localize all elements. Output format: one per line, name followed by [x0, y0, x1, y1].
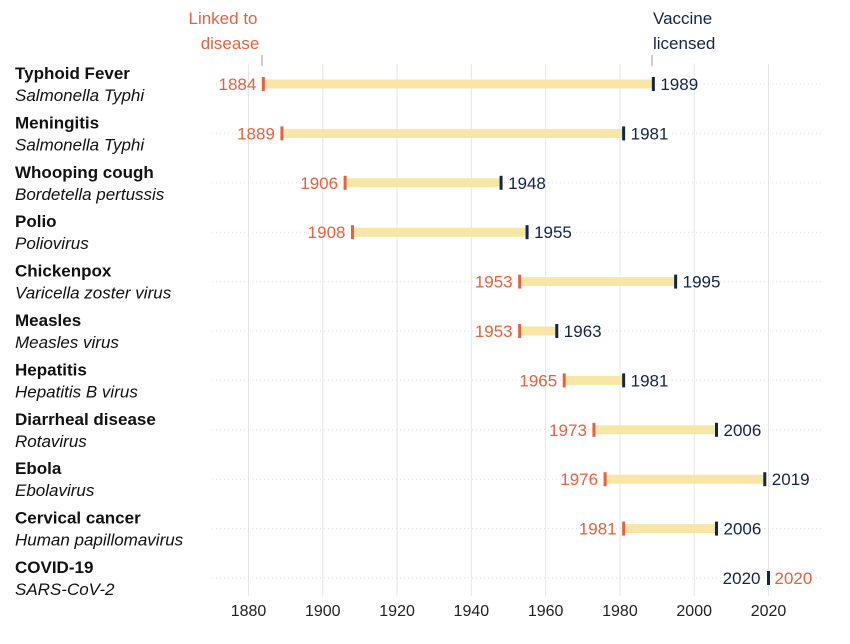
row-diarrheal-disease: Diarrheal disease Rotavirus 1973 2006	[15, 410, 822, 451]
linked-year-label: 1976	[560, 470, 598, 489]
vaccine-year-label: 2006	[724, 520, 762, 539]
x-axis: 1880 1900 1920 1940 1960 1980 2000 2020	[231, 603, 787, 620]
x-tick-label: 1900	[305, 603, 341, 620]
linked-year-label: 1953	[475, 322, 513, 341]
row-ebola: Ebola Ebolavirus 1976 2019	[15, 459, 822, 500]
vaccine-year-label: 1995	[683, 273, 721, 292]
pathogen-label: Measles virus	[15, 333, 119, 352]
linked-year-label: 1973	[549, 421, 587, 440]
row-chickenpox: Chickenpox Varicella zoster virus 1953 1995	[15, 262, 822, 303]
x-tick-label: 2020	[751, 603, 787, 620]
linked-header-line2: disease	[201, 34, 260, 53]
pathogen-label: Salmonella Typhi	[15, 135, 145, 154]
column-headers: Linked to disease Vaccine licensed	[189, 9, 715, 66]
pathogen-label: Hepatitis B virus	[15, 382, 138, 401]
pathogen-label: Human papillomavirus	[15, 531, 184, 550]
disease-label: Chickenpox	[15, 262, 112, 281]
x-tick-label: 1980	[602, 603, 638, 620]
linked-year-label: 1908	[308, 223, 346, 242]
linked-year-label: 1965	[519, 371, 557, 390]
vaccine-year-label: 1955	[534, 223, 572, 242]
linked-year-label: 1889	[237, 124, 275, 143]
vaccine-year-label: 1948	[508, 174, 546, 193]
row-covid-19: COVID-19 SARS-CoV-2 2020 2020	[15, 558, 822, 599]
x-tick-label: 1960	[528, 603, 564, 620]
disease-label: COVID-19	[15, 558, 93, 577]
disease-label: Typhoid Fever	[15, 64, 130, 83]
rows: Typhoid Fever Salmonella Typhi 1884 1989 Men…	[15, 64, 822, 599]
pathogen-label: Varicella zoster virus	[15, 284, 172, 303]
vaccine-year-label: 1989	[660, 75, 698, 94]
pathogen-label: Rotavirus	[15, 432, 87, 451]
vaccine-year-label: 1981	[631, 371, 669, 390]
row-typhoid-fever: Typhoid Fever Salmonella Typhi 1884 1989	[15, 64, 822, 105]
x-tick-label: 2000	[676, 603, 712, 620]
vaccine-header-line1: Vaccine	[653, 9, 712, 28]
x-tick-label: 1880	[231, 603, 267, 620]
linked-year-label: 1884	[219, 75, 257, 94]
row-meningitis: Meningitis Salmonella Typhi 1889 1981	[15, 113, 822, 154]
row-whooping-cough: Whooping cough Bordetella pertussis 1906 19…	[15, 163, 822, 204]
pathogen-label: Poliovirus	[15, 234, 89, 253]
pathogen-label: Salmonella Typhi	[15, 86, 145, 105]
disease-label: Meningitis	[15, 113, 99, 132]
vaccine-year-label: 2019	[772, 470, 810, 489]
vaccine-year-label: 1963	[564, 322, 602, 341]
linked-year-label: 1981	[579, 520, 617, 539]
linked-year-label: 1953	[475, 273, 513, 292]
x-tick-label: 1940	[454, 603, 490, 620]
pathogen-label: SARS-CoV-2	[15, 580, 115, 599]
disease-label: Hepatitis	[15, 360, 87, 379]
linked-header-line1: Linked to	[189, 9, 258, 28]
vaccine-year-label: 2020	[723, 569, 761, 588]
disease-label: Whooping cough	[15, 163, 154, 182]
row-hepatitis: Hepatitis Hepatitis B virus 1965 1981	[15, 360, 822, 401]
disease-label: Measles	[15, 311, 81, 330]
disease-label: Diarrheal disease	[15, 410, 156, 429]
disease-label: Ebola	[15, 459, 62, 478]
row-polio: Polio Poliovirus 1908 1955	[15, 212, 822, 253]
pathogen-label: Bordetella pertussis	[15, 185, 165, 204]
disease-label: Cervical cancer	[15, 509, 141, 528]
row-measles: Measles Measles virus 1953 1963	[15, 311, 822, 352]
pathogen-label: Ebolavirus	[15, 481, 95, 500]
vaccine-year-label: 2006	[724, 421, 762, 440]
disease-label: Polio	[15, 212, 57, 231]
x-tick-label: 1920	[379, 603, 415, 620]
linked-year-label: 2020	[775, 569, 813, 588]
linked-year-label: 1906	[300, 174, 338, 193]
vaccine-header-line2: licensed	[653, 34, 715, 53]
row-cervical-cancer: Cervical cancer Human papillomavirus 1981 2…	[15, 509, 822, 550]
vaccine-year-label: 1981	[631, 124, 669, 143]
